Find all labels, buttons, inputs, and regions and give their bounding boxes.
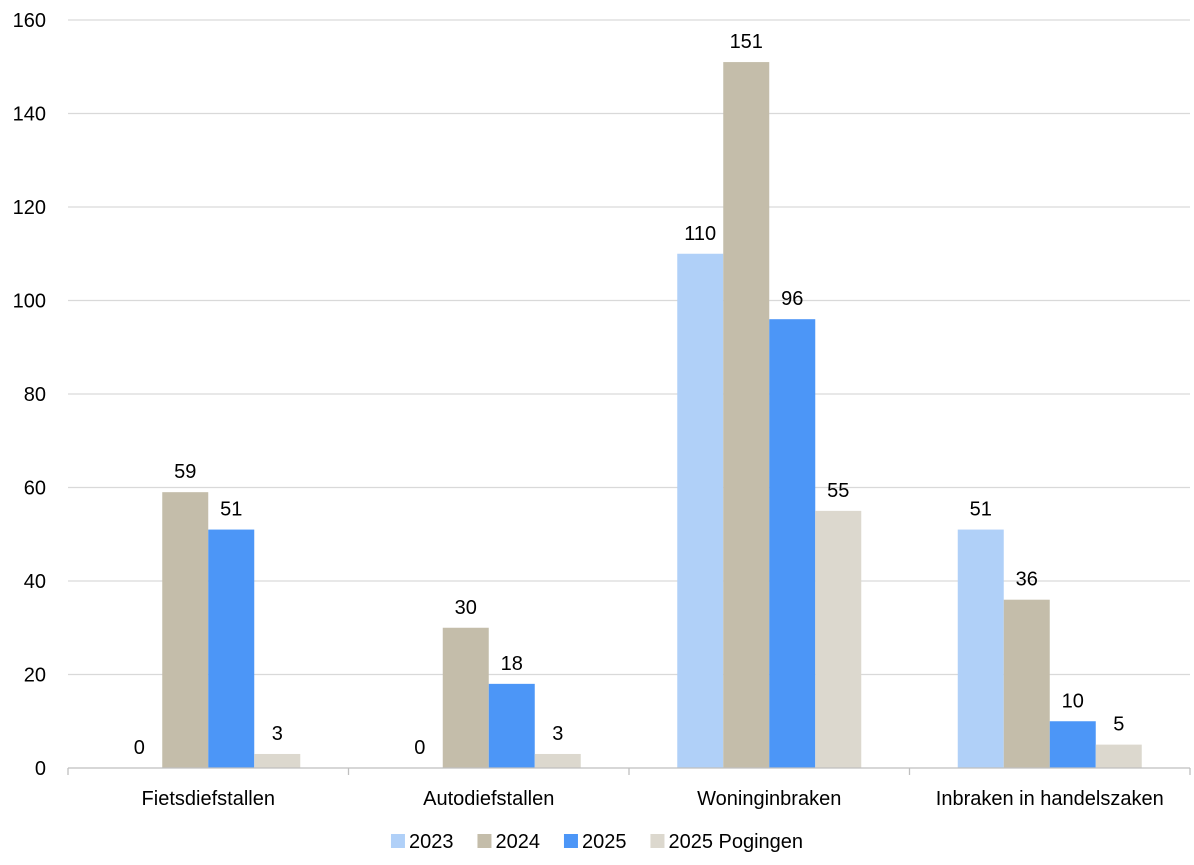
x-category-label: Inbraken in handelszaken [936,788,1164,810]
data-label: 0 [134,737,145,759]
data-label: 3 [272,723,283,745]
data-label: 51 [970,499,992,521]
y-tick-label: 20 [24,665,46,687]
bar-2024 [1003,599,1050,768]
y-tick-label: 140 [13,104,46,126]
legend-swatch [563,834,578,848]
bar-2025 [1049,721,1096,768]
legend-swatch [390,834,405,848]
bars [162,62,1142,768]
y-tick-label: 60 [24,478,46,500]
data-label: 36 [1016,569,1038,591]
legend-label: 2023 [409,831,454,853]
data-label: 5 [1113,714,1124,736]
y-tick-label: 120 [13,197,46,219]
y-axis-tick-labels: 0 20 40 60 80 100 120 140 160 [13,10,46,780]
bar-2025-pogingen [1095,744,1142,768]
bar-2024 [442,627,489,768]
legend: 2023 2024 2025 2025 Pogingen [390,831,803,853]
y-tick-label: 0 [35,758,46,780]
bar-2024 [723,62,770,768]
bar-2024 [162,492,209,768]
bar-2025 [769,319,816,768]
x-axis: Fietsdiefstallen Autodiefstallen Woninginb… [67,767,1191,810]
bar-2025-pogingen [254,753,301,768]
data-label: 110 [684,223,716,245]
data-label: 0 [414,737,425,759]
bar-2025-pogingen [815,510,862,768]
bar-2025 [488,683,535,768]
data-label: 18 [501,653,523,675]
legend-label: 2025 Pogingen [668,831,803,853]
x-category-label: Woninginbraken [697,788,841,810]
data-label: 10 [1062,690,1084,712]
data-label: 30 [455,597,477,619]
bar-2025 [208,529,255,768]
bar-2023 [957,529,1004,768]
data-label: 3 [552,723,563,745]
legend-swatch [650,834,665,848]
data-label: 51 [220,499,242,521]
data-label: 151 [730,31,763,53]
bar-2023 [677,253,724,768]
x-category-label: Autodiefstallen [423,788,554,810]
y-tick-label: 80 [24,384,46,406]
bar-2025-pogingen [534,753,581,768]
legend-label: 2025 [582,831,627,853]
data-label: 96 [781,288,803,310]
x-category-label: Fietsdiefstallen [142,788,275,810]
data-label: 59 [174,461,196,483]
data-label: 55 [827,480,849,502]
y-tick-label: 40 [24,571,46,593]
legend-swatch [477,834,492,848]
gridlines [68,19,1190,676]
y-tick-label: 160 [13,10,46,32]
y-tick-label: 100 [13,291,46,313]
legend-label: 2024 [495,831,540,853]
